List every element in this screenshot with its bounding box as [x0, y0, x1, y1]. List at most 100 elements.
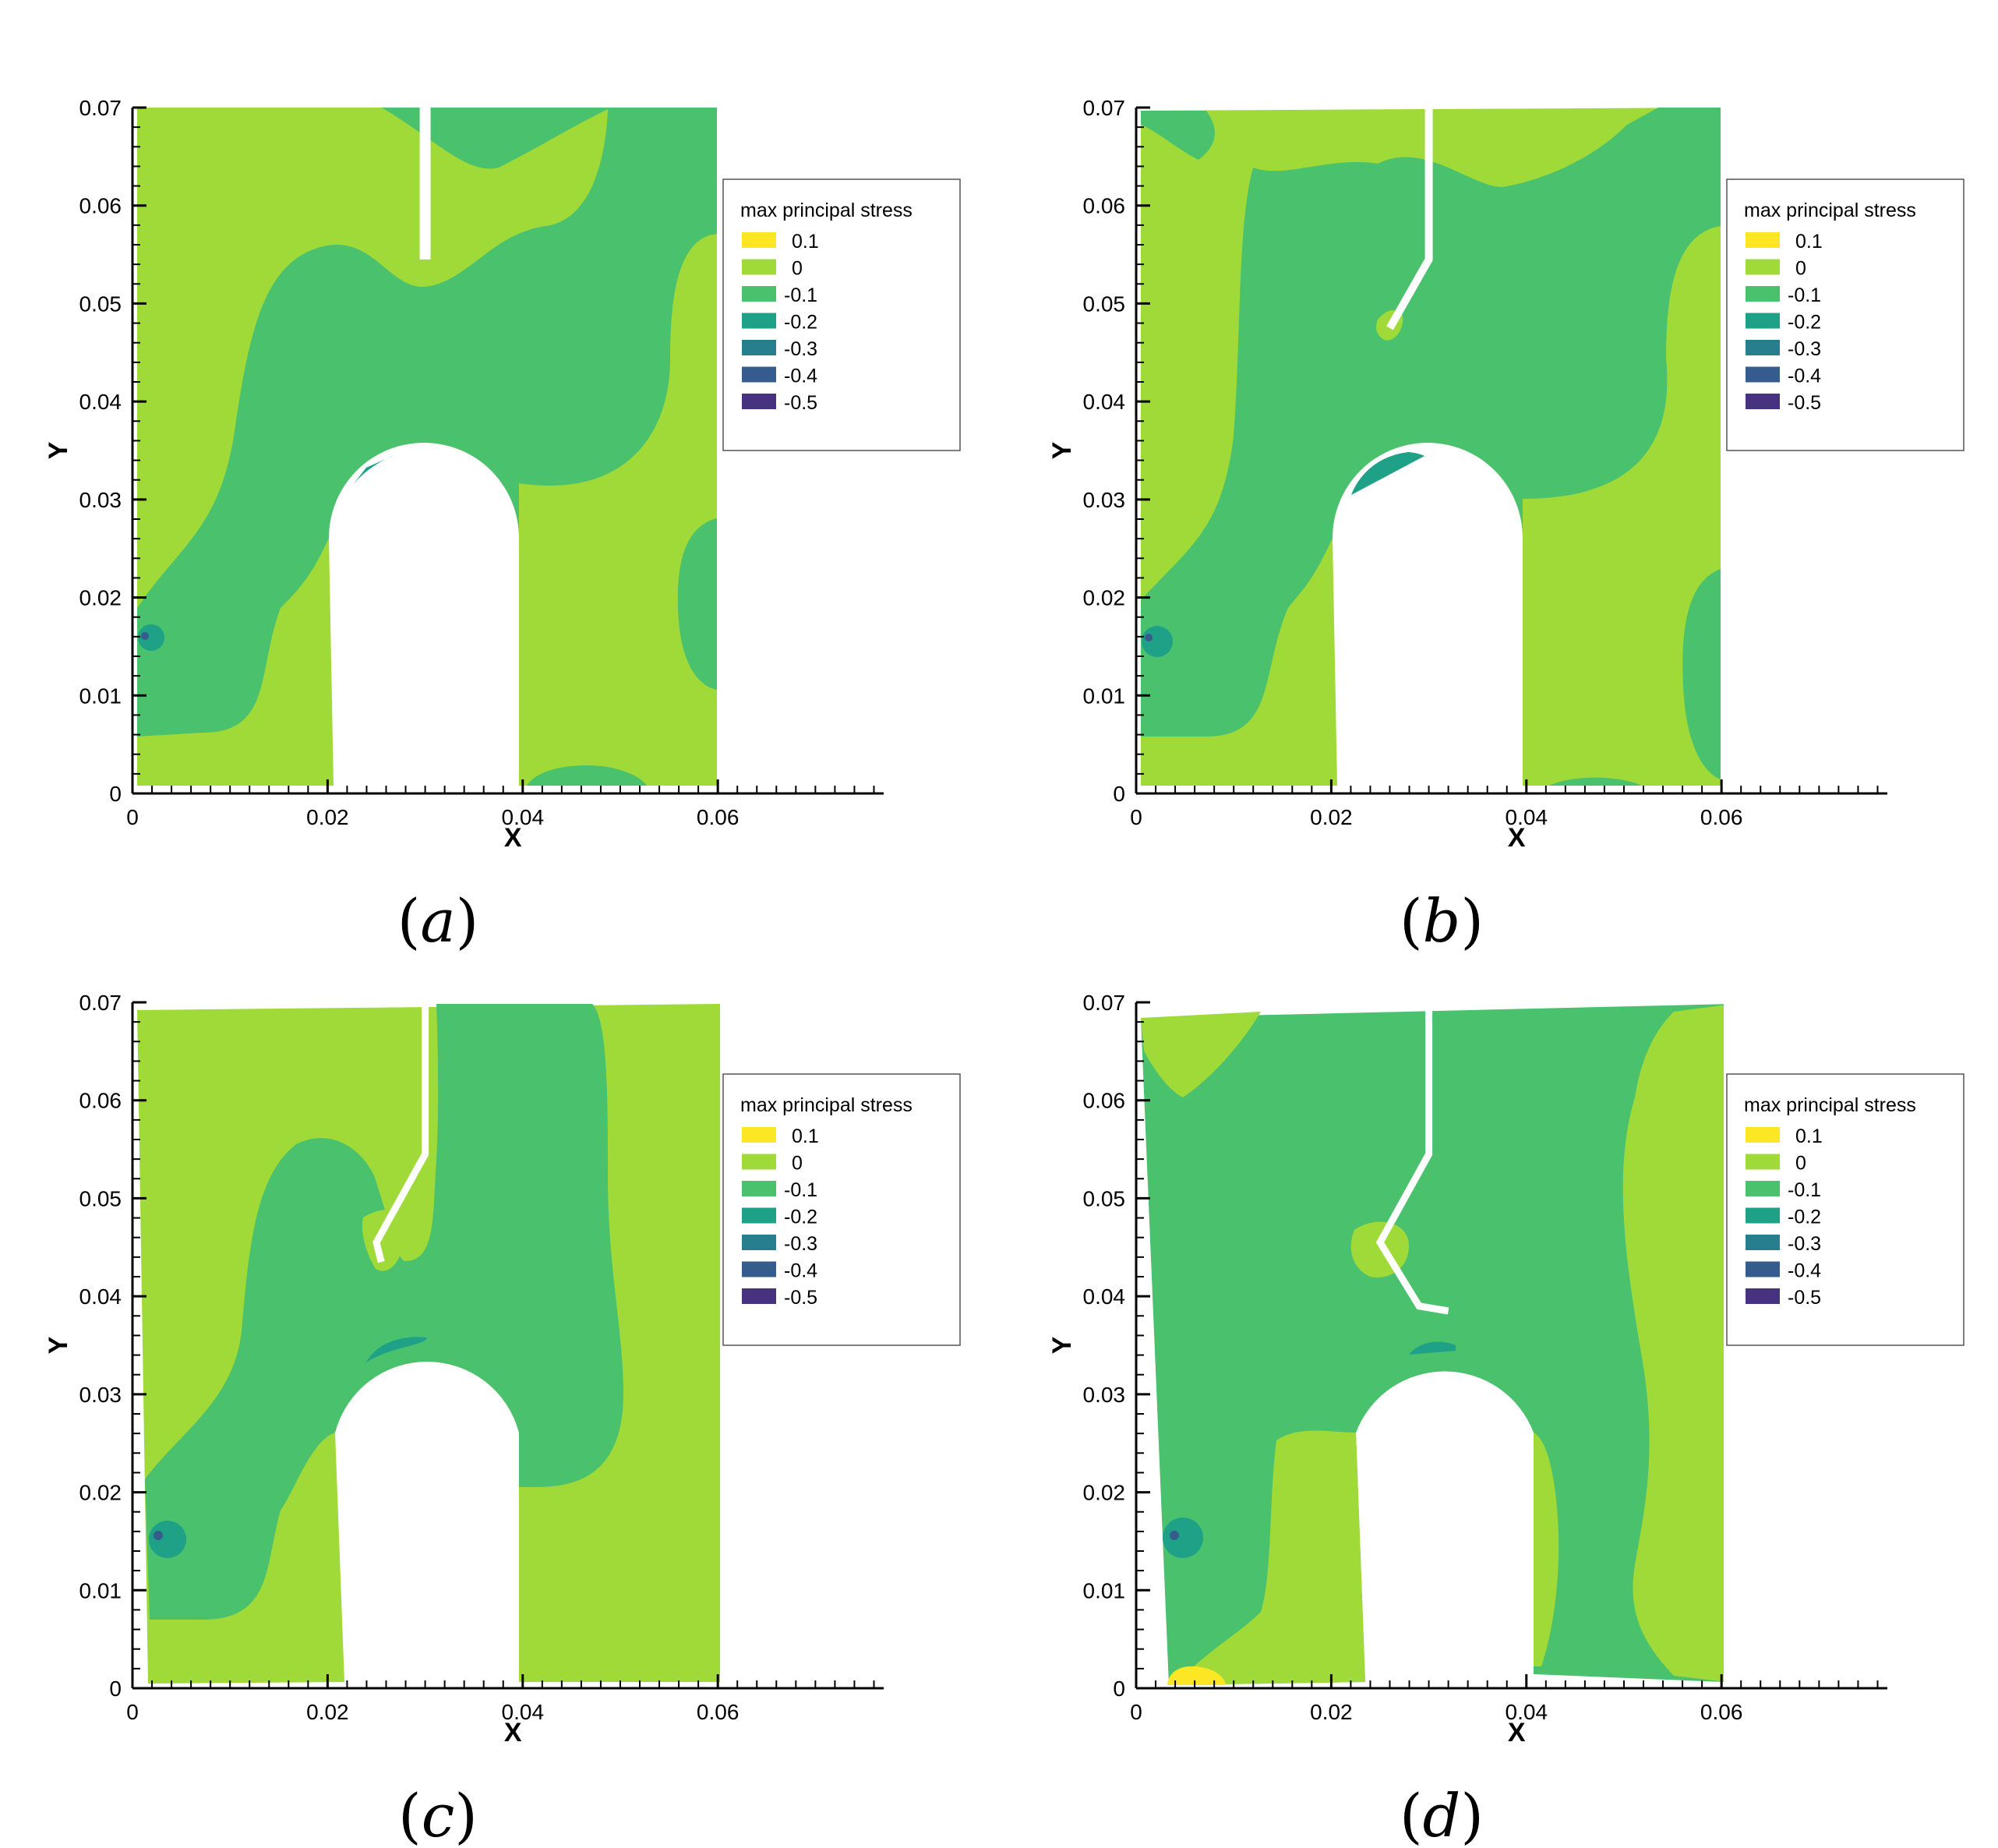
legend: max principal stress 0.1 0 -0.1 -0.2 -0.3 -0.4… [1726, 178, 1964, 451]
y-tick-label: 0.04 [1083, 390, 1126, 414]
y-tick-label: 0.02 [79, 1481, 122, 1505]
panel-a: 0 0.02 0.04 0.06 0 0.01 0.02 0.03 0.04 0.05 0.06 0.… [44, 96, 961, 956]
x-tick-label: 0.06 [697, 1700, 740, 1724]
legend-swatch [742, 366, 776, 383]
legend-swatch [1746, 313, 1780, 329]
stress-spot-neg4 [141, 632, 149, 640]
stress-spot-neg2 [1142, 626, 1173, 657]
y-tick-label: 0.07 [79, 96, 122, 120]
stress-band-neg [137, 108, 717, 737]
y-tick-label: 0.04 [1083, 1284, 1126, 1309]
stress-band-zero [1141, 1012, 1261, 1097]
legend-title: max principal stress [1744, 1094, 1916, 1116]
stress-band-neg [527, 765, 647, 786]
stress-spot-neg2 [1351, 452, 1428, 495]
stress-band-zero [1622, 1005, 1724, 1682]
legend-swatch [742, 1288, 776, 1304]
x-axis-title: X [504, 1718, 522, 1747]
legend-label: -0.3 [784, 338, 817, 360]
legend-title: max principal stress [740, 200, 913, 221]
axes: 0 0.02 0.04 0.06 0 0.01 0.02 0.03 0.04 0.05 0.06 0.… [1047, 991, 1887, 1747]
axes: 0 0.02 0.04 0.06 0 0.01 0.02 0.03 0.04 0.05 0.06 0.… [1047, 96, 1887, 853]
legend-swatch [742, 394, 776, 409]
legend-swatch [742, 313, 776, 329]
legend-swatch [742, 1261, 776, 1277]
legend-label: -0.3 [784, 1233, 817, 1255]
y-tick-label: 0.02 [1083, 1481, 1126, 1505]
legend-swatch [742, 1235, 776, 1250]
legend-swatch [742, 259, 776, 275]
y-tick-label: 0.07 [1083, 96, 1126, 120]
legend-swatch [1746, 340, 1780, 355]
axes: 0 0.02 0.04 0.06 0 0.01 0.02 0.03 0.04 0.05 0.06 0.… [44, 991, 884, 1747]
y-tick-label: 0.07 [1083, 991, 1126, 1015]
x-tick-label: 0.02 [1310, 1700, 1353, 1724]
x-tick-label: 0.04 [1506, 805, 1548, 829]
legend-swatch [742, 1181, 776, 1196]
legend-swatch [742, 1207, 776, 1224]
y-tick-label: 0.02 [79, 586, 122, 610]
legend-swatch [1746, 394, 1780, 409]
legend-label: -0.2 [784, 1207, 817, 1228]
legend-label: 0.1 [792, 1125, 819, 1147]
legend-title: max principal stress [740, 1094, 913, 1116]
panel-label: (b) [1400, 886, 1484, 956]
stress-band-neg [677, 518, 717, 690]
y-tick-label: 0.01 [79, 684, 122, 708]
legend-label: 0 [1795, 258, 1806, 280]
stress-spot-neg2 [1409, 1341, 1456, 1355]
y-tick-label: 0.03 [1083, 1383, 1126, 1407]
x-tick-label: 0.02 [306, 1700, 349, 1724]
stress-spot-neg2 [1163, 1518, 1203, 1558]
contour-field [137, 108, 717, 786]
stress-band-neg [1141, 111, 1215, 160]
legend-title: max principal stress [1744, 200, 1916, 221]
x-tick-label: 0.02 [306, 805, 349, 829]
legend-label: -0.4 [784, 366, 817, 387]
legend-swatch [1746, 1127, 1780, 1143]
crack-path [372, 1002, 429, 1263]
stress-spot-neg2 [149, 1521, 186, 1558]
y-axis-title: Y [44, 441, 73, 459]
y-tick-label: 0.03 [79, 1383, 122, 1407]
stress-band-neg [1141, 108, 1721, 737]
stress-spot-neg4 [154, 1531, 163, 1540]
x-axis-title: X [1508, 823, 1526, 853]
x-tick-label: 0.06 [697, 805, 740, 829]
y-tick-label: 0.02 [1083, 586, 1126, 610]
legend-swatch [1746, 1261, 1780, 1277]
legend-swatch [1746, 1154, 1780, 1170]
y-tick-label: 0.06 [1083, 194, 1126, 218]
legend-label: 0.1 [1795, 231, 1823, 253]
legend-swatch [742, 286, 776, 302]
y-tick-label: 0.06 [79, 194, 122, 218]
crack-path [1386, 108, 1433, 330]
stress-spot-zero [362, 1210, 405, 1271]
panel-label: (a) [397, 886, 479, 956]
legend-swatch [742, 340, 776, 355]
legend-swatch [1746, 1235, 1780, 1250]
y-axis-title: Y [1047, 441, 1077, 459]
y-tick-label: 0.05 [79, 292, 122, 316]
stress-band-neg [436, 1004, 499, 1109]
legend-swatch [742, 1154, 776, 1170]
y-tick-label: 0 [109, 1677, 122, 1701]
legend-label: -0.2 [1788, 1207, 1821, 1228]
legend: max principal stress 0.1 0 -0.1 -0.2 -0.3 -0.4… [722, 178, 961, 451]
stress-band-zero [1175, 1430, 1365, 1685]
stress-band-neg [145, 1004, 623, 1620]
x-tick-label: 0 [126, 1700, 139, 1724]
legend-label: -0.4 [784, 1260, 817, 1282]
x-tick-label: 0.06 [1700, 1700, 1743, 1724]
panel-label: (d) [1400, 1781, 1484, 1848]
stress-spot-neg4 [1170, 1531, 1179, 1540]
legend-label: -0.4 [1788, 366, 1821, 387]
stress-spot-neg4 [1145, 634, 1153, 641]
stress-band-neg [1682, 569, 1721, 779]
legend-label: -0.2 [1788, 312, 1821, 334]
contour-field [1141, 108, 1721, 786]
legend-label: 0.1 [1795, 1125, 1823, 1147]
legend-label: -0.1 [1788, 284, 1821, 306]
panel-c: 0 0.02 0.04 0.06 0 0.01 0.02 0.03 0.04 0.05 0.06 0.… [44, 991, 961, 1848]
legend-swatch [1746, 286, 1780, 302]
